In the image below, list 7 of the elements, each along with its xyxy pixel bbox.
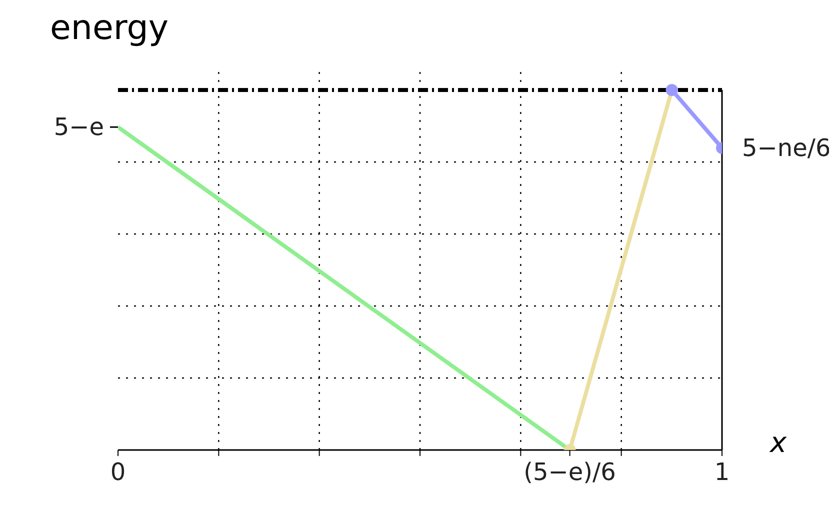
annotation: 5−e: [54, 113, 104, 142]
x-tick-label: (5−e)/6: [524, 458, 616, 486]
x-tick-label: 0: [110, 458, 126, 486]
chart-title: energy: [50, 8, 168, 48]
x-tick-label: 1: [714, 458, 730, 486]
annotation: 5−ne/6: [742, 134, 831, 162]
x-axis-title: x: [770, 426, 787, 459]
